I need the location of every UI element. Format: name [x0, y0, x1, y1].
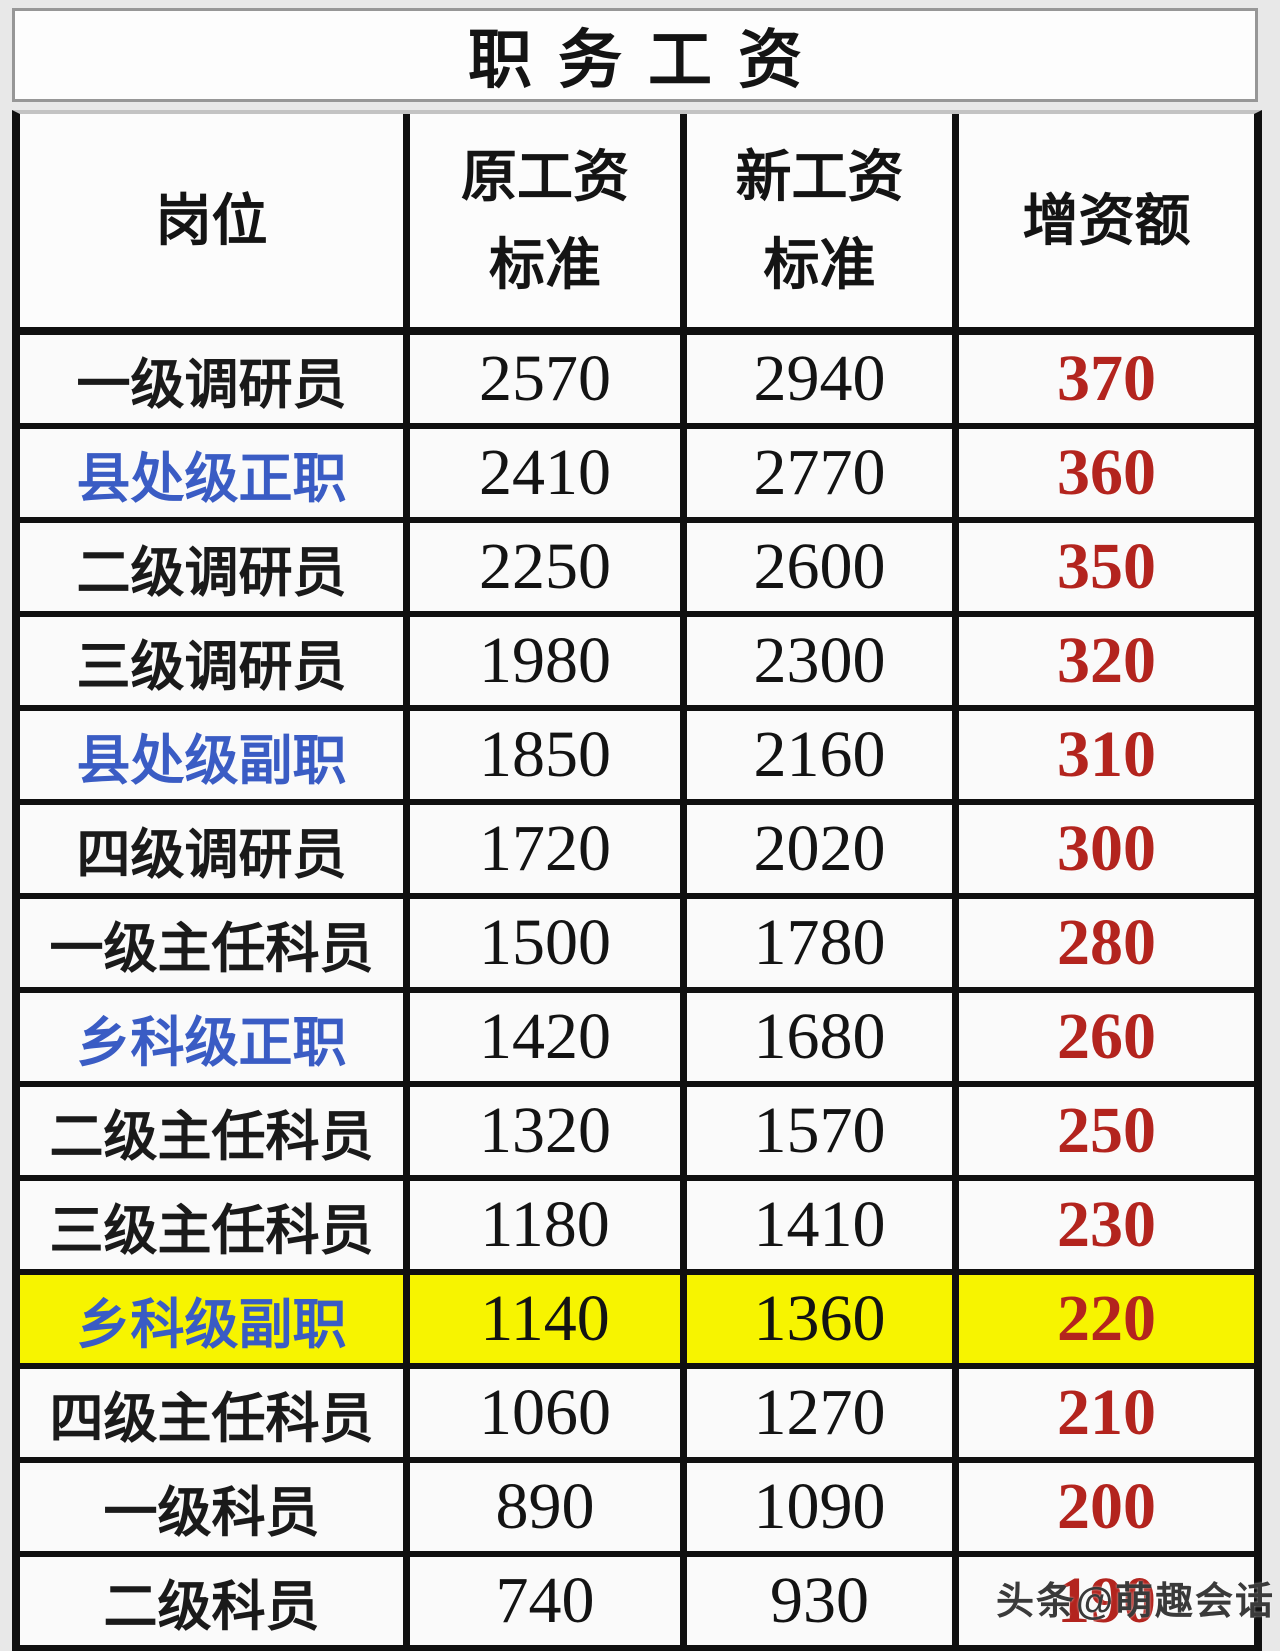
cell-new-salary: 2770: [687, 429, 959, 517]
cell-increase: 210: [1057, 1376, 1156, 1449]
cell-old-salary: 890: [410, 1463, 687, 1551]
cell-increase: 370: [1057, 342, 1156, 415]
cell-old-salary: 1720: [410, 805, 687, 893]
table-row: 二级主任科员 1320 1570 250: [20, 1087, 1254, 1181]
header-increase: 增资额: [959, 114, 1254, 327]
table-row: 乡科级副职 1140 1360 220: [20, 1275, 1254, 1369]
header-new-salary-line1: 新工资: [735, 144, 904, 208]
cell-position: 一级调研员: [20, 335, 410, 423]
cell-old-salary: 1180: [410, 1181, 687, 1269]
table-row: 三级主任科员 1180 1410 230: [20, 1181, 1254, 1275]
table-row: 县处级正职 2410 2770 360: [20, 429, 1254, 523]
header-increase-label: 增资额: [1022, 188, 1191, 252]
cell-position: 一级科员: [20, 1463, 410, 1551]
cell-increase: 350: [1057, 530, 1156, 603]
header-old-salary: 原工资 标准: [410, 114, 687, 327]
cell-increase: 310: [1057, 718, 1156, 791]
table-row: 四级调研员 1720 2020 300: [20, 805, 1254, 899]
cell-increase: 260: [1057, 1000, 1156, 1073]
header-old-salary-line1: 原工资: [461, 144, 629, 208]
table-row: 一级调研员 2570 2940 370: [20, 335, 1254, 429]
cell-new-salary: 1090: [687, 1463, 959, 1551]
cell-old-salary: 2250: [410, 523, 687, 611]
table-row: 四级主任科员 1060 1270 210: [20, 1369, 1254, 1463]
cell-position: 二级主任科员: [20, 1087, 410, 1175]
cell-old-salary: 1500: [410, 899, 687, 987]
cell-increase: 360: [1057, 436, 1156, 509]
cell-position: 二级调研员: [20, 523, 410, 611]
cell-position: 三级调研员: [20, 617, 410, 705]
cell-position: 二级科员: [20, 1557, 410, 1645]
table-title: 职务工资: [468, 24, 828, 96]
cell-position: 县处级正职: [20, 429, 410, 517]
cell-new-salary: 1270: [687, 1369, 959, 1457]
cell-old-salary: 2570: [410, 335, 687, 423]
header-position-label: 岗位: [155, 188, 268, 252]
header-new-salary: 新工资 标准: [687, 114, 959, 327]
cell-increase: 280: [1057, 906, 1156, 979]
cell-new-salary: 2940: [687, 335, 959, 423]
table-title-box: 职务工资: [12, 8, 1258, 102]
table-row: 一级主任科员 1500 1780 280: [20, 899, 1254, 993]
table-header-row: 岗位 原工资 标准 新工资 标准 增资额: [20, 114, 1254, 335]
header-old-salary-line2: 标准: [489, 232, 601, 296]
table-row: 县处级副职 1850 2160 310: [20, 711, 1254, 805]
cell-new-salary: 1570: [687, 1087, 959, 1175]
header-position: 岗位: [20, 114, 410, 327]
cell-position: 乡科级正职: [20, 993, 410, 1081]
cell-increase: 200: [1057, 1470, 1156, 1543]
cell-old-salary: 1060: [410, 1369, 687, 1457]
cell-new-salary: 1360: [687, 1275, 959, 1363]
table-row: 乡科级正职 1420 1680 260: [20, 993, 1254, 1087]
watermark: 头条@萌趣会话: [996, 1581, 1276, 1623]
cell-new-salary: 1680: [687, 993, 959, 1081]
header-new-salary-line2: 标准: [763, 232, 876, 296]
cell-old-salary: 1420: [410, 993, 687, 1081]
cell-old-salary: 2410: [410, 429, 687, 517]
cell-old-salary: 1320: [410, 1087, 687, 1175]
cell-new-salary: 1410: [687, 1181, 959, 1269]
cell-position: 四级调研员: [20, 805, 410, 893]
cell-new-salary: 2020: [687, 805, 959, 893]
cell-new-salary: 2600: [687, 523, 959, 611]
cell-position: 一级主任科员: [20, 899, 410, 987]
cell-new-salary: 2160: [687, 711, 959, 799]
cell-old-salary: 740: [410, 1557, 687, 1645]
table-row: 三级调研员 1980 2300 320: [20, 617, 1254, 711]
cell-position: 三级主任科员: [20, 1181, 410, 1269]
table-row: 一级科员 890 1090 200: [20, 1463, 1254, 1557]
table-row: 二级调研员 2250 2600 350: [20, 523, 1254, 617]
cell-new-salary: 2300: [687, 617, 959, 705]
cell-old-salary: 1980: [410, 617, 687, 705]
cell-increase: 250: [1057, 1094, 1156, 1167]
cell-position: 县处级副职: [20, 711, 410, 799]
cell-old-salary: 1850: [410, 711, 687, 799]
cell-new-salary: 930: [687, 1557, 959, 1645]
cell-increase: 320: [1057, 624, 1156, 697]
cell-position: 四级主任科员: [20, 1369, 410, 1457]
table-body: 一级调研员 2570 2940 370 县处级正职 2410 2770 360 二级调研员 225…: [20, 335, 1254, 1651]
salary-table: 岗位 原工资 标准 新工资 标准 增资额 一级调研员 2570 2940 370 县处级…: [12, 110, 1262, 1651]
cell-position: 乡科级副职: [20, 1275, 410, 1363]
cell-new-salary: 1780: [687, 899, 959, 987]
cell-increase: 220: [959, 1275, 1254, 1363]
cell-old-salary: 1140: [410, 1275, 687, 1363]
cell-increase: 230: [1057, 1188, 1156, 1261]
cell-increase: 300: [1057, 812, 1156, 885]
